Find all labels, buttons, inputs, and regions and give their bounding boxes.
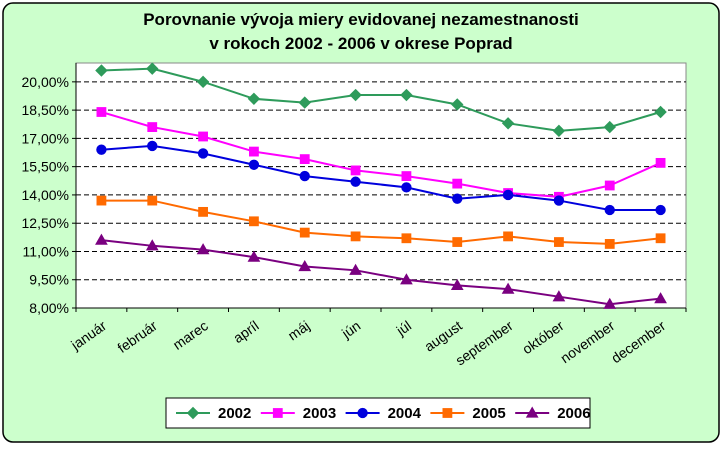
y-tick-label: 18,50% xyxy=(22,102,69,118)
y-tick-label: 20,00% xyxy=(22,74,69,90)
y-tick-label: 14,00% xyxy=(22,187,69,203)
legend-marker xyxy=(525,406,539,418)
data-point-2004 xyxy=(604,204,615,216)
data-point-2002 xyxy=(451,98,464,111)
data-point-2002 xyxy=(552,124,566,138)
data-point-2002 xyxy=(95,64,108,77)
y-tick-label: 12,50% xyxy=(22,215,69,231)
legend: 2002 2003 2004 2005 2006 xyxy=(165,397,591,429)
data-point-2006 xyxy=(400,273,413,285)
series-line-2003 xyxy=(101,111,661,198)
legend-marker xyxy=(186,406,200,420)
legend-item-2006: 2006 xyxy=(515,405,591,422)
data-point-2004 xyxy=(553,195,565,206)
series-layer xyxy=(95,62,667,309)
data-point-2002 xyxy=(654,105,667,119)
series-2004 xyxy=(96,140,666,216)
data-point-2003 xyxy=(249,146,259,157)
data-point-2005 xyxy=(503,231,513,242)
data-point-2005 xyxy=(299,227,310,238)
data-point-2003 xyxy=(96,107,107,117)
data-point-2004 xyxy=(299,170,310,182)
data-point-2005 xyxy=(401,233,412,244)
y-tick-label: 17,00% xyxy=(22,130,69,146)
data-point-2002 xyxy=(298,96,311,109)
data-point-2004 xyxy=(248,159,260,170)
data-point-2003 xyxy=(452,178,463,189)
series-line-2004 xyxy=(101,144,661,211)
legend-label: 2004 xyxy=(388,405,422,422)
data-point-2006 xyxy=(654,292,667,304)
data-point-2004 xyxy=(502,189,514,201)
data-point-2002 xyxy=(196,75,210,89)
legend-item-2003: 2003 xyxy=(260,405,336,422)
data-point-2002 xyxy=(247,92,261,106)
data-point-2004 xyxy=(401,182,412,193)
data-point-2003 xyxy=(655,157,666,168)
legend-marker xyxy=(357,407,368,419)
data-point-2004 xyxy=(655,204,666,216)
data-point-2006 xyxy=(196,243,210,255)
legend-item-2004: 2004 xyxy=(345,405,422,422)
y-axis: 8,00% 9,50% 11,00% 12,50% 14,00% 15,50% 17,00%… xyxy=(22,63,77,316)
y-tick-label: 15,50% xyxy=(22,159,69,175)
data-point-2003 xyxy=(401,171,412,181)
data-point-2005 xyxy=(198,206,208,217)
series-2002 xyxy=(95,62,667,138)
data-point-2006 xyxy=(95,233,108,245)
data-point-2003 xyxy=(299,154,310,165)
gridlines xyxy=(76,81,686,281)
data-point-2006 xyxy=(603,297,617,309)
data-point-2005 xyxy=(249,216,259,227)
legend-marker xyxy=(442,408,453,418)
data-point-2006 xyxy=(552,290,566,302)
data-point-2005 xyxy=(147,195,158,206)
data-point-2006 xyxy=(349,263,362,275)
legend-marker xyxy=(272,408,283,418)
data-point-2004 xyxy=(147,140,158,152)
series-2005 xyxy=(96,195,666,249)
y-tick-label: 11,00% xyxy=(23,243,69,259)
data-point-2006 xyxy=(450,278,464,291)
data-point-2002 xyxy=(349,88,362,102)
data-point-2005 xyxy=(655,233,666,244)
data-point-2006 xyxy=(145,239,159,251)
data-point-2004 xyxy=(96,144,107,155)
data-point-2006 xyxy=(501,282,515,294)
y-tick-label: 9,50% xyxy=(29,272,69,288)
data-point-2005 xyxy=(452,237,463,247)
chart-title-line-1: Porovnanie vývoja miery evidovanej nezam… xyxy=(143,10,579,29)
data-point-2005 xyxy=(604,239,615,249)
data-point-2005 xyxy=(350,231,361,242)
legend-label: 2006 xyxy=(557,405,590,422)
data-point-2003 xyxy=(350,165,361,176)
data-point-2002 xyxy=(603,120,616,134)
data-point-2006 xyxy=(247,250,261,262)
series-line-2005 xyxy=(101,199,661,245)
y-tick-label: 8,00% xyxy=(29,300,69,316)
data-point-2002 xyxy=(146,62,159,75)
data-point-2004 xyxy=(197,148,209,159)
data-point-2002 xyxy=(501,117,515,130)
data-point-2003 xyxy=(198,131,208,142)
data-point-2003 xyxy=(147,122,158,132)
data-point-2005 xyxy=(554,237,564,247)
data-point-2004 xyxy=(350,176,361,187)
series-2006 xyxy=(95,233,667,309)
chart-title-line-2: v rokoch 2002 - 2006 v okrese Poprad xyxy=(209,34,513,53)
legend-item-2002: 2002 xyxy=(176,405,251,422)
data-point-2004 xyxy=(452,193,463,204)
data-point-2005 xyxy=(96,195,107,206)
legend-item-2005: 2005 xyxy=(430,405,506,422)
legend-label: 2003 xyxy=(303,405,336,422)
data-point-2006 xyxy=(298,260,312,272)
data-point-2003 xyxy=(604,180,615,191)
series-line-2002 xyxy=(101,67,661,132)
series-line-2006 xyxy=(101,239,661,306)
legend-label: 2005 xyxy=(472,405,505,422)
legend-label: 2002 xyxy=(218,405,251,422)
data-point-2002 xyxy=(400,88,413,102)
